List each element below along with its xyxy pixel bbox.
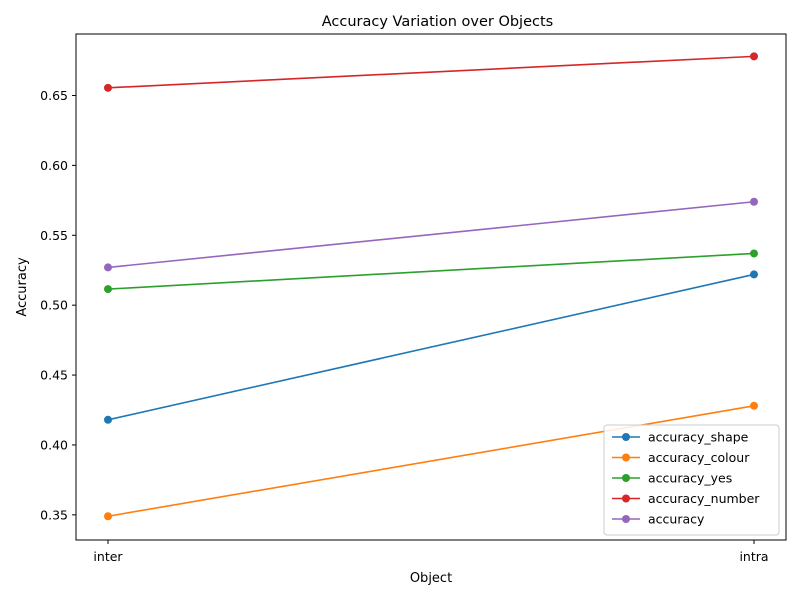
x-tick-label: inter [93, 549, 123, 564]
y-tick-label: 0.50 [40, 298, 68, 313]
y-tick-label: 0.45 [40, 368, 68, 383]
legend-box [603, 424, 780, 536]
y-axis-label: Accuracy [15, 257, 30, 317]
y-tick-label: 0.55 [40, 228, 68, 243]
legend-swatch-marker [622, 474, 630, 482]
legend-item: accuracy_colour [612, 450, 750, 465]
legend-swatch-marker [622, 494, 630, 503]
data-point [104, 263, 112, 272]
data-point [104, 83, 112, 92]
series-line [107, 273, 755, 421]
data-point [750, 52, 758, 61]
legend-label: accuracy_yes [648, 471, 732, 486]
series-accuracy-shape [104, 270, 758, 424]
y-tick-label: 0.40 [40, 437, 68, 452]
series-line [107, 252, 755, 290]
series-line [107, 55, 755, 89]
data-point [750, 249, 758, 258]
data-point [104, 285, 112, 294]
data-point [104, 512, 112, 521]
legend-swatch-marker [622, 453, 630, 462]
y-axis: 0.35 0.40 0.45 0.50 0.55 0.60 0.65 [40, 88, 76, 522]
series-line [107, 200, 755, 269]
series-layer [104, 52, 758, 521]
legend-label: accuracy_shape [648, 430, 749, 445]
legend-item: accuracy_yes [612, 471, 732, 486]
data-point [750, 401, 758, 410]
legend-label: accuracy [648, 512, 705, 527]
series-accuracy-yes [104, 249, 758, 294]
legend: accuracy_shape accuracy_colour accuracy_ye… [603, 424, 780, 536]
plot-frame [75, 33, 787, 541]
legend-label: accuracy_colour [648, 450, 750, 465]
x-axis: inter intra [93, 540, 769, 564]
legend-swatch-marker [622, 433, 630, 441]
data-point [104, 415, 112, 424]
series-accuracy-number [104, 52, 758, 92]
legend-item: accuracy_number [612, 491, 760, 506]
y-tick-label: 0.65 [40, 88, 68, 103]
legend-item: accuracy_shape [612, 430, 749, 445]
chart-title: Accuracy Variation over Objects [322, 14, 553, 30]
x-axis-label: Object [410, 571, 452, 586]
series-accuracy [104, 197, 758, 272]
x-tick-label: intra [739, 549, 768, 564]
legend-label: accuracy_number [648, 491, 760, 506]
legend-swatch-marker [622, 515, 630, 523]
y-tick-label: 0.35 [40, 507, 68, 522]
legend-item: accuracy [612, 512, 705, 527]
y-tick-label: 0.60 [40, 158, 68, 173]
data-point [750, 270, 758, 279]
series-accuracy-colour [104, 401, 758, 521]
series-line [107, 405, 755, 518]
data-point [750, 197, 758, 206]
